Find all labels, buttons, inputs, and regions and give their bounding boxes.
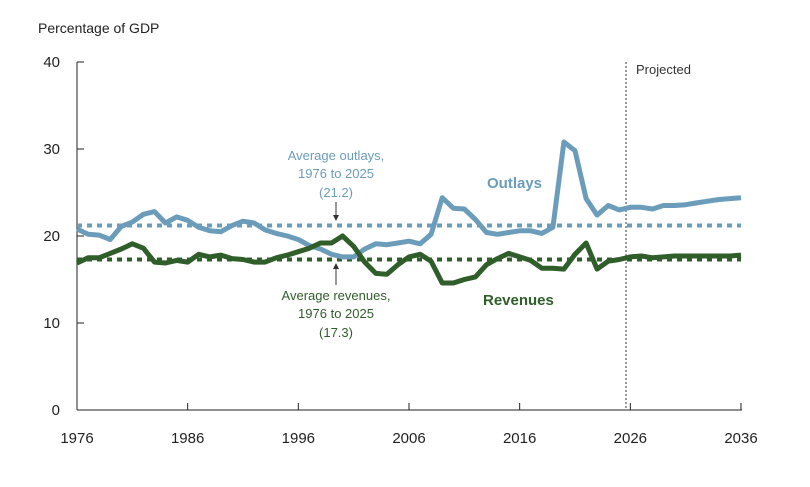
- avg-revenues-annotation-line1: Average revenues,: [282, 288, 391, 303]
- y-axis-label: Percentage of GDP: [38, 20, 159, 36]
- y-tick-label: 20: [43, 228, 60, 245]
- y-tick-label: 0: [52, 402, 60, 419]
- avg-outlays-annotation-line1: Average outlays,: [288, 148, 385, 163]
- avg-outlays-arrowhead: [333, 215, 339, 221]
- projected-label: Projected: [636, 62, 691, 77]
- x-tick-label: 1976: [60, 430, 93, 447]
- x-tick-label: 1986: [171, 430, 204, 447]
- revenues-label: Revenues: [483, 292, 554, 309]
- x-tick-label: 2036: [724, 430, 757, 447]
- x-tick-label: 2016: [503, 430, 536, 447]
- x-tick-label: 2026: [614, 430, 647, 447]
- annotation-arrows: [333, 202, 339, 285]
- avg-revenues-arrowhead: [333, 263, 339, 269]
- x-tick-label: 2006: [392, 430, 425, 447]
- avg-revenues-annotation-line2: 1976 to 2025: [298, 306, 374, 321]
- outlays-line: [75, 139, 742, 260]
- revenues-line: [75, 233, 742, 286]
- avg-outlays-annotation-line2: 1976 to 2025: [298, 166, 374, 181]
- avg-revenues-annotation-line3: (17.3): [319, 325, 353, 340]
- x-tick-label: 1996: [282, 430, 315, 447]
- y-tick-label: 30: [43, 141, 60, 158]
- y-tick-label: 40: [43, 54, 60, 71]
- y-tick-label: 10: [43, 315, 60, 332]
- outlays-label: Outlays: [487, 175, 542, 192]
- avg-outlays-annotation-line3: (21.2): [319, 185, 353, 200]
